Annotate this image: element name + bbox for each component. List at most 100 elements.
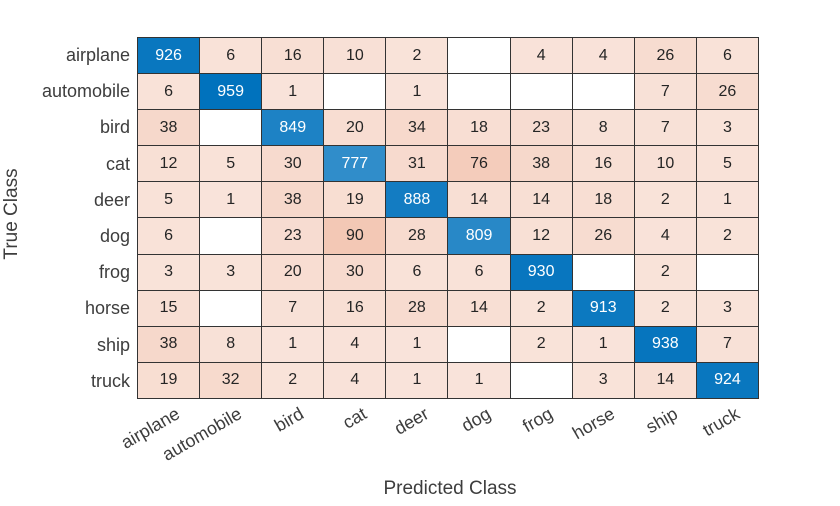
matrix-cell: 26: [572, 218, 634, 254]
matrix-cell: 7: [634, 74, 696, 110]
col-label-truck: truck: [699, 403, 743, 441]
matrix-cell: 3: [572, 362, 634, 398]
col-label-dog: dog: [458, 403, 495, 436]
matrix-cell: 777: [324, 146, 386, 182]
matrix-cell: 1: [200, 182, 262, 218]
matrix-cell: 90: [324, 218, 386, 254]
matrix-cell: 30: [262, 146, 324, 182]
matrix-cell: 888: [386, 182, 448, 218]
col-label-cat: cat: [338, 403, 370, 433]
matrix-cell: 938: [634, 326, 696, 362]
matrix-cell: 16: [262, 38, 324, 74]
matrix-cell: 4: [572, 38, 634, 74]
matrix-cell: [200, 218, 262, 254]
matrix-cell: 2: [510, 290, 572, 326]
row-label-airplane: airplane: [65, 45, 130, 65]
row-label-bird: bird: [99, 117, 130, 138]
matrix-cell: 1: [262, 74, 324, 110]
matrix-cell: 18: [572, 182, 634, 218]
matrix-cell: [200, 290, 262, 326]
matrix-cell: 6: [200, 38, 262, 74]
matrix-cell: 14: [510, 182, 572, 218]
matrix-cell: [448, 74, 510, 110]
matrix-cell: [696, 254, 758, 290]
matrix-cell: 5: [138, 182, 200, 218]
matrix-cell: [510, 74, 572, 110]
matrix-cell: 10: [634, 146, 696, 182]
matrix-cell: 6: [696, 38, 758, 74]
matrix-cell: 76: [448, 146, 510, 182]
col-label-bird: bird: [271, 403, 308, 436]
matrix-cell: 1: [386, 326, 448, 362]
matrix-cell: 38: [262, 182, 324, 218]
matrix-cell: 30: [324, 254, 386, 290]
matrix-cell: [510, 362, 572, 398]
matrix-cell: 16: [324, 290, 386, 326]
matrix-cell: [572, 74, 634, 110]
row-label-cat: cat: [105, 153, 130, 174]
col-label-frog: frog: [519, 403, 557, 437]
matrix-cell: 2: [696, 218, 758, 254]
matrix-cell: 959: [200, 74, 262, 110]
matrix-cell: 3: [138, 254, 200, 290]
col-label-ship: ship: [642, 403, 681, 438]
matrix-cell: 14: [634, 362, 696, 398]
row-label-ship: ship: [96, 334, 130, 355]
matrix-cell: 34: [386, 110, 448, 146]
matrix-cell: 32: [200, 362, 262, 398]
matrix-cell: 2: [634, 254, 696, 290]
row-label-frog: frog: [98, 262, 130, 283]
matrix-cell: 12: [138, 146, 200, 182]
matrix-cell: 38: [510, 146, 572, 182]
matrix-cell: 14: [448, 290, 510, 326]
matrix-cell: [448, 38, 510, 74]
matrix-cell: 4: [634, 218, 696, 254]
matrix-cell: 4: [510, 38, 572, 74]
matrix-cell: 28: [386, 218, 448, 254]
row-label-truck: truck: [90, 370, 130, 391]
matrix-cell: 3: [696, 290, 758, 326]
matrix-cell: 7: [262, 290, 324, 326]
matrix-cell: 5: [696, 146, 758, 182]
matrix-cell: 3: [696, 110, 758, 146]
matrix-cell: 26: [696, 74, 758, 110]
matrix-cell: 8: [200, 326, 262, 362]
matrix-cell: 1: [572, 326, 634, 362]
matrix-cell: 930: [510, 254, 572, 290]
matrix-cell: 4: [324, 362, 386, 398]
matrix-cell: 3: [200, 254, 262, 290]
matrix-cell: 1: [448, 362, 510, 398]
matrix-cell: 924: [696, 362, 758, 398]
matrix-cell: [448, 326, 510, 362]
matrix-cell: 2: [634, 290, 696, 326]
matrix-cell: 31: [386, 146, 448, 182]
matrix-cell: 1: [696, 182, 758, 218]
matrix-cell: 19: [324, 182, 386, 218]
matrix-cell: 2: [634, 182, 696, 218]
matrix-cell: 926: [138, 38, 200, 74]
matrix-cell: 809: [448, 218, 510, 254]
matrix-cell: 2: [386, 38, 448, 74]
y-axis-title: True Class: [1, 168, 22, 260]
matrix-cell: 12: [510, 218, 572, 254]
matrix-cell: 10: [324, 38, 386, 74]
matrix-cell: 2: [262, 362, 324, 398]
matrix-cell: [200, 110, 262, 146]
matrix-cell: 4: [324, 326, 386, 362]
x-axis-title: Predicted Class: [383, 478, 517, 499]
matrix-cell: 7: [696, 326, 758, 362]
matrix-cell: 14: [448, 182, 510, 218]
matrix-cell: 38: [138, 326, 200, 362]
matrix-cell: 5: [200, 146, 262, 182]
matrix-cell: [324, 74, 386, 110]
matrix-cell: 38: [138, 110, 200, 146]
matrix-cell: 23: [510, 110, 572, 146]
row-label-dog: dog: [99, 226, 130, 246]
matrix-cell: 6: [138, 74, 200, 110]
matrix-cell: 28: [386, 290, 448, 326]
matrix-cell: 19: [138, 362, 200, 398]
matrix-cell: 6: [448, 254, 510, 290]
matrix-cell: 2: [510, 326, 572, 362]
row-label-deer: deer: [93, 189, 130, 210]
